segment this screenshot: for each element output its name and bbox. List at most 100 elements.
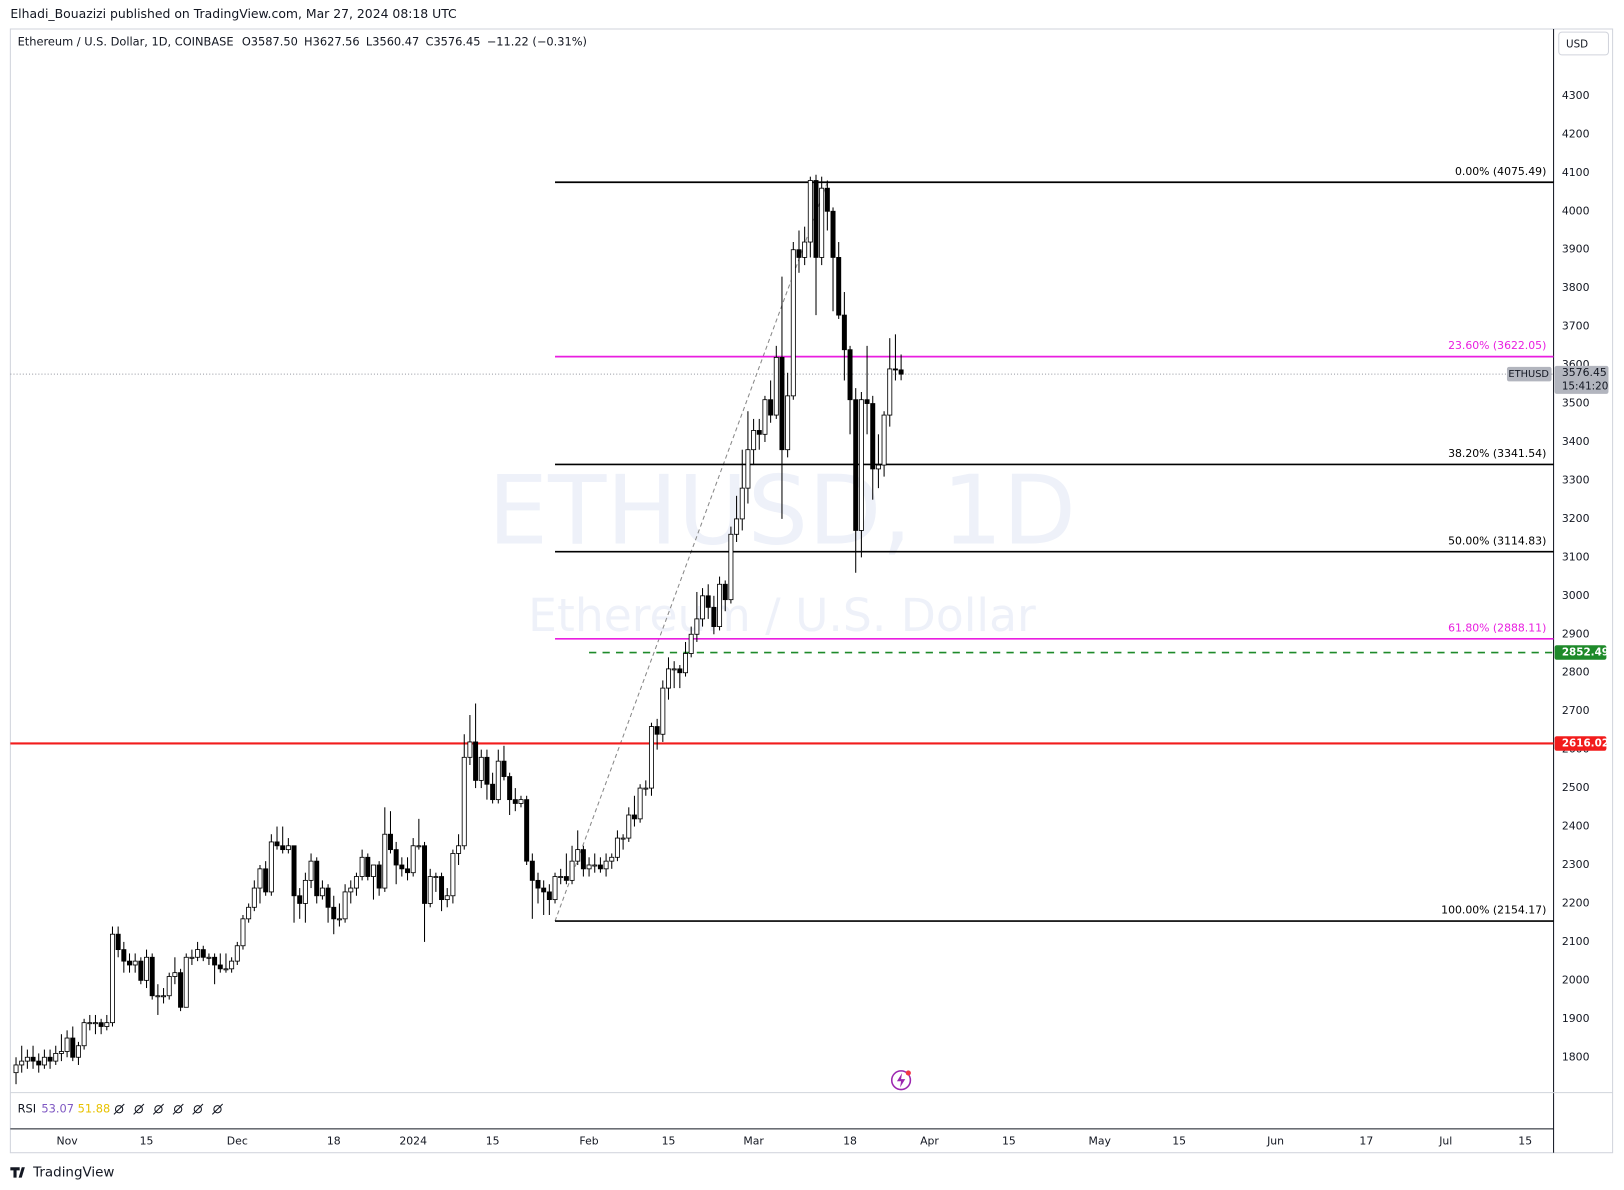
currency-button[interactable]	[1558, 31, 1609, 56]
candle-body	[382, 833, 388, 889]
candle-body	[30, 1056, 36, 1062]
na-icon	[154, 1105, 163, 1114]
candle-body	[666, 668, 671, 689]
fib-label: 38.20% (3341.54)	[1448, 447, 1546, 460]
candle-body	[501, 760, 507, 777]
x-tick-label: Dec	[227, 1134, 248, 1147]
candle-body	[614, 837, 620, 858]
candle-body	[138, 960, 144, 981]
x-tick-label: 15	[140, 1134, 154, 1147]
candle-body	[439, 876, 445, 901]
candle-body	[456, 845, 462, 854]
candle-body	[178, 972, 184, 1008]
y-tick-label: 2000	[1562, 973, 1590, 986]
candle-body	[490, 783, 496, 801]
price-tag	[1554, 645, 1607, 660]
change: −11.22 (−0.31%)	[487, 34, 587, 48]
candle-body	[892, 368, 898, 371]
candle-body	[870, 403, 876, 470]
candle-body	[342, 891, 348, 920]
candle-body	[353, 876, 359, 889]
na-icon	[134, 1105, 143, 1114]
candle-body	[302, 879, 308, 904]
candle-body	[92, 1022, 98, 1025]
candle-body	[24, 1056, 30, 1062]
candle-body	[660, 687, 666, 735]
candle-body	[671, 668, 677, 671]
candle-body	[109, 933, 115, 1024]
candle-body	[331, 906, 337, 920]
candle-body	[631, 814, 637, 820]
candle-body	[127, 960, 132, 966]
candle-body	[813, 180, 819, 258]
symbol-tag	[1506, 366, 1552, 382]
ohlc-key: H	[304, 34, 313, 48]
candle-body	[739, 487, 745, 520]
candle-body	[217, 964, 223, 970]
na-icon-slash	[152, 1103, 165, 1115]
event-icon	[890, 1070, 912, 1091]
candle-body	[365, 856, 371, 877]
candle-body	[592, 864, 598, 867]
candle-body	[819, 187, 825, 258]
candle-body	[648, 726, 654, 789]
candle-body	[484, 756, 490, 785]
candle-body	[637, 787, 643, 820]
candle-body	[728, 533, 734, 601]
candle-body	[779, 356, 785, 451]
na-icon-slash	[172, 1103, 184, 1115]
publisher: Elhadi_Bouazizi published on TradingView…	[10, 6, 456, 21]
candle-body	[853, 399, 859, 531]
candle-body	[274, 841, 280, 847]
candle-body	[495, 760, 501, 801]
y-tick-label: 3000	[1562, 589, 1590, 602]
candle-body	[359, 856, 365, 877]
y-tick-label: 3300	[1562, 473, 1590, 486]
candle-body	[529, 860, 535, 881]
candle-body	[717, 583, 723, 627]
candle-body	[444, 895, 450, 901]
candle-body	[473, 741, 479, 781]
ohlc-key: C	[425, 34, 433, 48]
candle-body	[416, 845, 422, 848]
candle-body	[626, 814, 632, 839]
candle-body	[683, 653, 688, 674]
candle-body	[297, 895, 303, 904]
fib-label: 0.00% (4075.49)	[1455, 165, 1546, 178]
ohlc-legend: Ethereum / U.S. Dollar, 1D, COINBASE O358…	[18, 34, 587, 48]
y-tick-label: 3800	[1562, 281, 1590, 294]
candle-body	[478, 756, 484, 781]
rsi-value: 51.88	[78, 1102, 111, 1116]
ohlc-value: 3587.50	[251, 34, 298, 48]
y-tick-label: 3100	[1562, 550, 1590, 563]
candle-body	[734, 518, 740, 535]
na-icon-slash	[211, 1103, 224, 1115]
na-icon	[114, 1105, 124, 1114]
candle-body	[172, 972, 178, 977]
candle-body	[200, 949, 206, 958]
candle-body	[575, 849, 581, 862]
candle-body	[796, 249, 802, 258]
candle-body	[450, 853, 456, 897]
ohlc-key: L	[366, 34, 373, 48]
candle-body	[314, 860, 320, 897]
candle-body	[694, 618, 700, 635]
y-tick-label: 2500	[1562, 781, 1590, 794]
candle-body	[580, 849, 586, 870]
candle-body	[115, 933, 121, 951]
candle-body	[802, 241, 808, 258]
candle-body	[195, 949, 201, 958]
candle-body	[427, 876, 433, 904]
candle-body	[433, 876, 439, 878]
candle-body	[586, 864, 592, 870]
candle-body	[319, 887, 325, 897]
candle-body	[688, 633, 694, 654]
candle-body	[745, 449, 751, 489]
fib-label: 61.80% (2888.11)	[1448, 621, 1546, 634]
candle-body	[291, 845, 297, 897]
candle-body	[722, 583, 728, 601]
candle-body	[121, 949, 127, 962]
candle-body	[558, 876, 564, 878]
candle-body	[535, 879, 541, 889]
fib-label: 50.00% (3114.83)	[1448, 534, 1546, 547]
